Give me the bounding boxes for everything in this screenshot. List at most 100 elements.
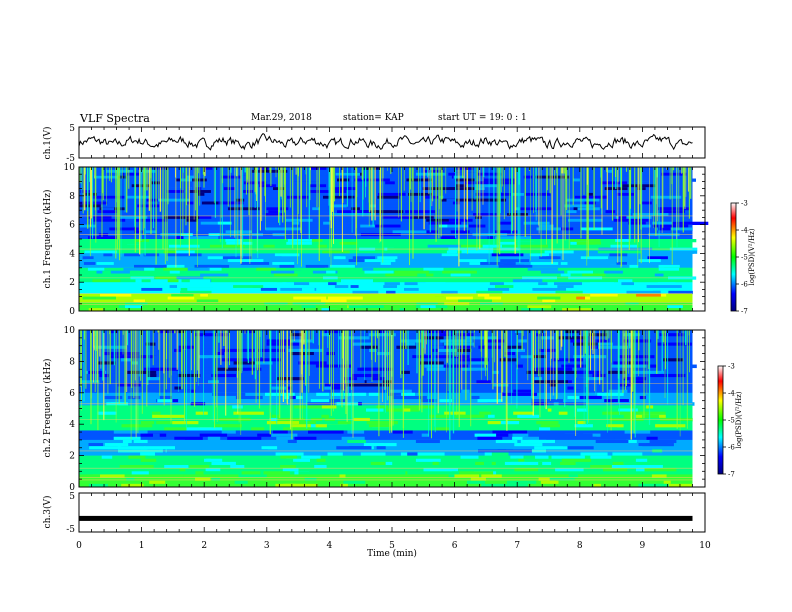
- spectrogram-cell: [439, 250, 458, 254]
- spectrogram-cell: [192, 452, 202, 456]
- spectrogram-cell: [606, 224, 626, 228]
- spectrogram-cell: [119, 465, 154, 469]
- spectrogram-cell: [495, 285, 514, 289]
- spectrogram-cell: [609, 253, 628, 257]
- spectrogram-cell: [314, 465, 327, 469]
- spectrogram-cell: [133, 439, 148, 444]
- spectrogram-cell: [360, 345, 378, 350]
- spectrogram-cell: [605, 259, 625, 263]
- spectrogram-cell: [233, 361, 256, 365]
- spectrogram-cell: [146, 198, 158, 202]
- spectrogram-cell: [555, 290, 583, 295]
- spectrogram-cell: [93, 480, 121, 485]
- spectrogram-cell: [426, 367, 446, 372]
- spectrogram-cell: [271, 414, 281, 419]
- spectrogram-cell: [422, 187, 457, 191]
- spectrogram-cell: [323, 477, 354, 482]
- spectrogram-cell: [404, 287, 419, 292]
- spectrogram-cell: [415, 458, 441, 463]
- spectrogram-cell: [460, 408, 489, 413]
- spectrogram-cell: [403, 408, 411, 413]
- spectrogram-cell: [493, 383, 509, 387]
- spectrogram-cell: [293, 302, 326, 306]
- spectrogram-cell: [216, 351, 225, 356]
- spectrogram-cell: [321, 405, 337, 409]
- spectrogram-cell: [334, 256, 346, 260]
- spectrogram-cell: [207, 267, 222, 272]
- spectrogram-cell: [475, 215, 482, 220]
- spectrogram-cell: [271, 461, 296, 466]
- spectrogram-cell: [126, 477, 135, 482]
- spectrogram-cell: [520, 355, 534, 359]
- spectrogram-cell: [221, 358, 252, 362]
- spectrogram-cell: [622, 184, 656, 188]
- spectrogram-cell: [480, 302, 503, 306]
- spectrogram-cell: [560, 241, 574, 246]
- spectrogram-cell: [607, 227, 641, 231]
- spectrogram-cell: [369, 348, 377, 353]
- spectrogram-cell: [185, 241, 201, 246]
- spectrogram-cell: [143, 267, 155, 272]
- spectrogram-cell: [207, 293, 226, 297]
- spectrogram-cell: [352, 253, 387, 257]
- spectrogram-cell: [146, 373, 157, 378]
- spectrogram-cell: [325, 227, 335, 231]
- spectrogram-cell: [656, 342, 692, 347]
- spectrogram-cell: [189, 279, 211, 283]
- colorbar-tick-label: -3: [728, 363, 735, 371]
- spectrogram-cell: [410, 348, 426, 353]
- spectrogram-cell: [535, 244, 567, 249]
- spectrogram-cell: [641, 224, 651, 228]
- spectrogram-cell: [495, 230, 518, 234]
- spectrogram-cell: [331, 198, 366, 202]
- spectrogram-cell: [390, 389, 412, 394]
- spectrogram-cell: [558, 361, 579, 365]
- spectrogram-cell: [210, 287, 235, 292]
- spectrogram-cell: [647, 256, 668, 260]
- spectrogram-cell: [427, 244, 461, 249]
- spectrogram-cell: [590, 465, 612, 469]
- spectrogram-cell: [337, 421, 353, 425]
- spectrogram-cell: [357, 367, 377, 372]
- spectrogram-cell: [225, 239, 253, 243]
- spectrogram-band: [79, 190, 693, 194]
- spectrogram-cell: [191, 474, 216, 478]
- spectrogram-cell: [557, 259, 591, 263]
- spectrogram-cell: [298, 361, 327, 365]
- spectrogram-cell: [326, 424, 352, 428]
- spectrogram-cell: [366, 421, 398, 425]
- spectrogram-band: [79, 480, 693, 485]
- spectrogram-cell: [513, 389, 532, 394]
- spectrogram-cell: [151, 264, 185, 269]
- spectrogram-cell: [626, 290, 661, 295]
- ch1-waveform-line: [78, 132, 693, 151]
- spectrogram-cell: [659, 333, 685, 337]
- spectrogram-cell: [514, 443, 543, 447]
- x-tick-label: 10: [699, 541, 711, 551]
- ch1-waveform-panel: 5 -5 ch.1(V): [42, 124, 706, 164]
- spectrogram-cell: [667, 305, 683, 309]
- spectrogram-cell: [660, 373, 686, 378]
- spectrogram-cell: [606, 424, 624, 428]
- spectrogram-band: [79, 230, 693, 234]
- spectrogram-cell: [474, 433, 497, 438]
- spectrogram-cell: [280, 424, 291, 428]
- spectrogram-cell: [97, 452, 123, 456]
- spectrogram-cell: [364, 270, 394, 274]
- spectrogram-cell: [191, 348, 214, 353]
- spectrogram-cell: [233, 411, 264, 416]
- spectrogram-cell: [406, 253, 416, 257]
- spectrogram-cell: [523, 221, 550, 225]
- spectrogram-cell: [212, 392, 246, 397]
- spectrogram-cell: [528, 439, 547, 444]
- spectrogram-cell: [113, 436, 141, 441]
- spectrogram-cell: [561, 299, 573, 303]
- spectrogram-cell: [649, 439, 677, 444]
- spectrogram-cell: [285, 218, 313, 223]
- spectrogram-cell: [432, 461, 439, 466]
- spectrogram-band: [79, 267, 693, 272]
- freq-tick-label: 10: [64, 326, 76, 336]
- spectrogram-cell: [623, 414, 636, 419]
- spectrogram-cell: [475, 192, 511, 197]
- spectrogram-cell: [646, 436, 658, 441]
